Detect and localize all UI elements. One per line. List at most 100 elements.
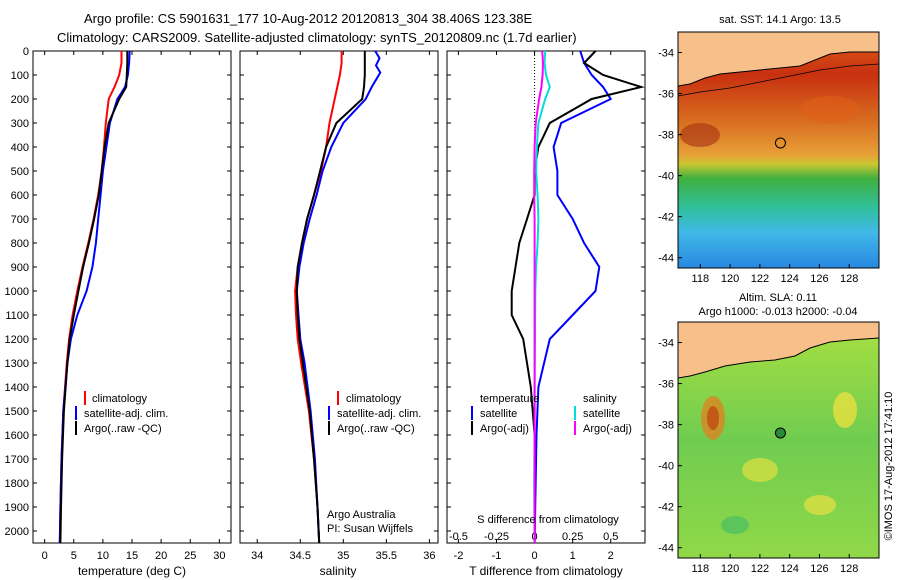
series-line-argo-raw-qc- [59,51,129,544]
argo-float-marker [774,427,786,439]
y-tick-label: 1600 [5,430,29,442]
y-tick-label: 1700 [5,454,29,466]
y-tick-label: 1100 [5,310,29,322]
sst-contour [677,63,880,97]
x-tick-label: 25 [184,550,196,562]
legend-climatology: climatology [92,393,148,405]
lat-tick-label: -38 [658,130,674,142]
s-tick-label: -0.25 [484,531,509,543]
sst-coastline [677,51,879,87]
y-tick-label: 1800 [5,478,29,490]
lon-tick-label: 124 [780,273,798,285]
x-tick-label: 5 [71,550,77,562]
x-tick-label: 20 [155,550,167,562]
lat-tick-label: -44 [658,253,674,265]
legend-climatology: climatology [346,393,402,405]
salinity-ticks: 34 34.5 35 35.5 36 [240,50,438,562]
lat-tick-label: -40 [658,461,674,473]
lon-tick-label: 126 [810,273,828,285]
x-tick-label: 2 [608,550,614,562]
x-tick-label: 1 [570,550,576,562]
credit-line-2: PI: Susan Wijffels [327,523,413,535]
sst-feature [800,96,860,124]
temperature-series [58,50,131,544]
sla-land [678,322,879,378]
y-tick-label: 900 [11,262,29,274]
x-tick-label: 36 [423,550,435,562]
sla-feature [804,495,836,515]
legend-satellite: satellite-adj. clim. [84,408,168,420]
sla-map: Altim. SLA: 0.11 Argo h1000: -0.013 h200… [658,292,880,575]
salinity-axes [239,50,439,544]
y-tick-label: 700 [11,214,29,226]
x-tick-label: 10 [97,550,109,562]
temperature-panel: 0100200300400500600700800900100011001200… [5,46,232,578]
title-line-1: Argo profile: CS 5901631_177 10-Aug-2012… [84,11,532,26]
temperature-legend: climatology satellite-adj. clim. Argo(..… [75,391,168,435]
y-tick-label: 500 [11,166,29,178]
s-tick-label: -0.5 [449,531,468,543]
legend-header-salinity: salinity [583,393,617,405]
y-tick-label: 100 [11,70,29,82]
legend-t-argo: Argo(-adj) [480,423,529,435]
sla-map-title-2: Argo h1000: -0.013 h2000: -0.04 [698,306,857,318]
x-tick-label: 35 [337,550,349,562]
lat-tick-label: -44 [658,543,674,555]
depth-ticks: 0 100 200 300 400 500 600 700 800 900 1000 1100 1200… [5,46,29,538]
lat-tick-label: -40 [658,171,674,183]
y-tick-label: 1900 [5,502,29,514]
title-line-2: Climatology: CARS2009. Satellite-adjuste… [57,30,577,45]
salinity-legend: climatology satellite-adj. clim. Argo(..… [328,391,421,435]
lat-tick-label: -34 [658,338,674,350]
lat-tick-label: -34 [658,48,674,60]
series-line-satellite-adj-clim- [295,50,382,544]
lon-tick-label: 118 [692,273,710,285]
x-tick-label: 34 [251,550,263,562]
x-tick-label: 0 [42,550,48,562]
legend-t-satellite: satellite [480,408,517,420]
y-tick-label: 1200 [5,334,29,346]
lon-tick-label: 122 [751,563,769,575]
y-tick-label: 200 [11,94,29,106]
legend-s-satellite: satellite [583,408,620,420]
legend-header-temperature: temperature [480,393,539,405]
lat-tick-label: -36 [658,89,674,101]
series-line-argo-raw-qc- [295,51,366,544]
y-tick-label: 800 [11,238,29,250]
y-tick-label: 1500 [5,406,29,418]
temperature-axes [32,50,232,544]
sst-map-title: sat. SST: 14.1 Argo: 13.5 [719,14,841,26]
x-tick-label: 0 [532,550,538,562]
lon-tick-label: 126 [810,563,828,575]
temperature-ticks: 0 5 10 15 20 25 30 [33,50,231,562]
imos-timestamp: ©IMOS 17-Aug-2012 17:41:10 [883,392,895,541]
difference-axes [446,50,646,544]
salinity-series [294,50,382,544]
y-tick-label: 0 [23,46,29,58]
sla-map-title-1: Altim. SLA: 0.11 [739,292,817,304]
sla-feature [721,516,749,534]
s-tick-label: 0.25 [562,531,583,543]
series-line-temperature-satellite [533,50,613,544]
y-tick-label: 300 [11,118,29,130]
lon-tick-label: 118 [692,563,710,575]
legend-s-argo: Argo(-adj) [583,423,632,435]
difference-legend: temperature salinity satellite Argo(-adj… [471,393,632,435]
difference-panel: -2 -1 0 1 2-0.5 -0.25 0 0.25 0.5 T difference fr… [446,50,646,578]
credit-line-1: Argo Australia [327,509,396,521]
x-tick-label: 15 [126,550,138,562]
lon-tick-label: 120 [721,273,739,285]
s-tick-label: 0.5 [603,531,618,543]
series-line-temperature-argo-adj- [510,50,645,543]
salinity-xlabel: salinity [320,564,357,578]
lat-tick-label: -36 [658,379,674,391]
y-tick-label: 400 [11,142,29,154]
temperature-xlabel: temperature (deg C) [78,564,186,578]
lon-tick-label: 122 [751,273,769,285]
lat-tick-label: -42 [658,212,674,224]
salinity-panel: 34 34.5 35 35.5 36 salinity climatology sate… [239,50,439,578]
legend-satellite: satellite-adj. clim. [337,408,421,420]
difference-series [510,50,645,544]
y-tick-label: 1300 [5,358,29,370]
